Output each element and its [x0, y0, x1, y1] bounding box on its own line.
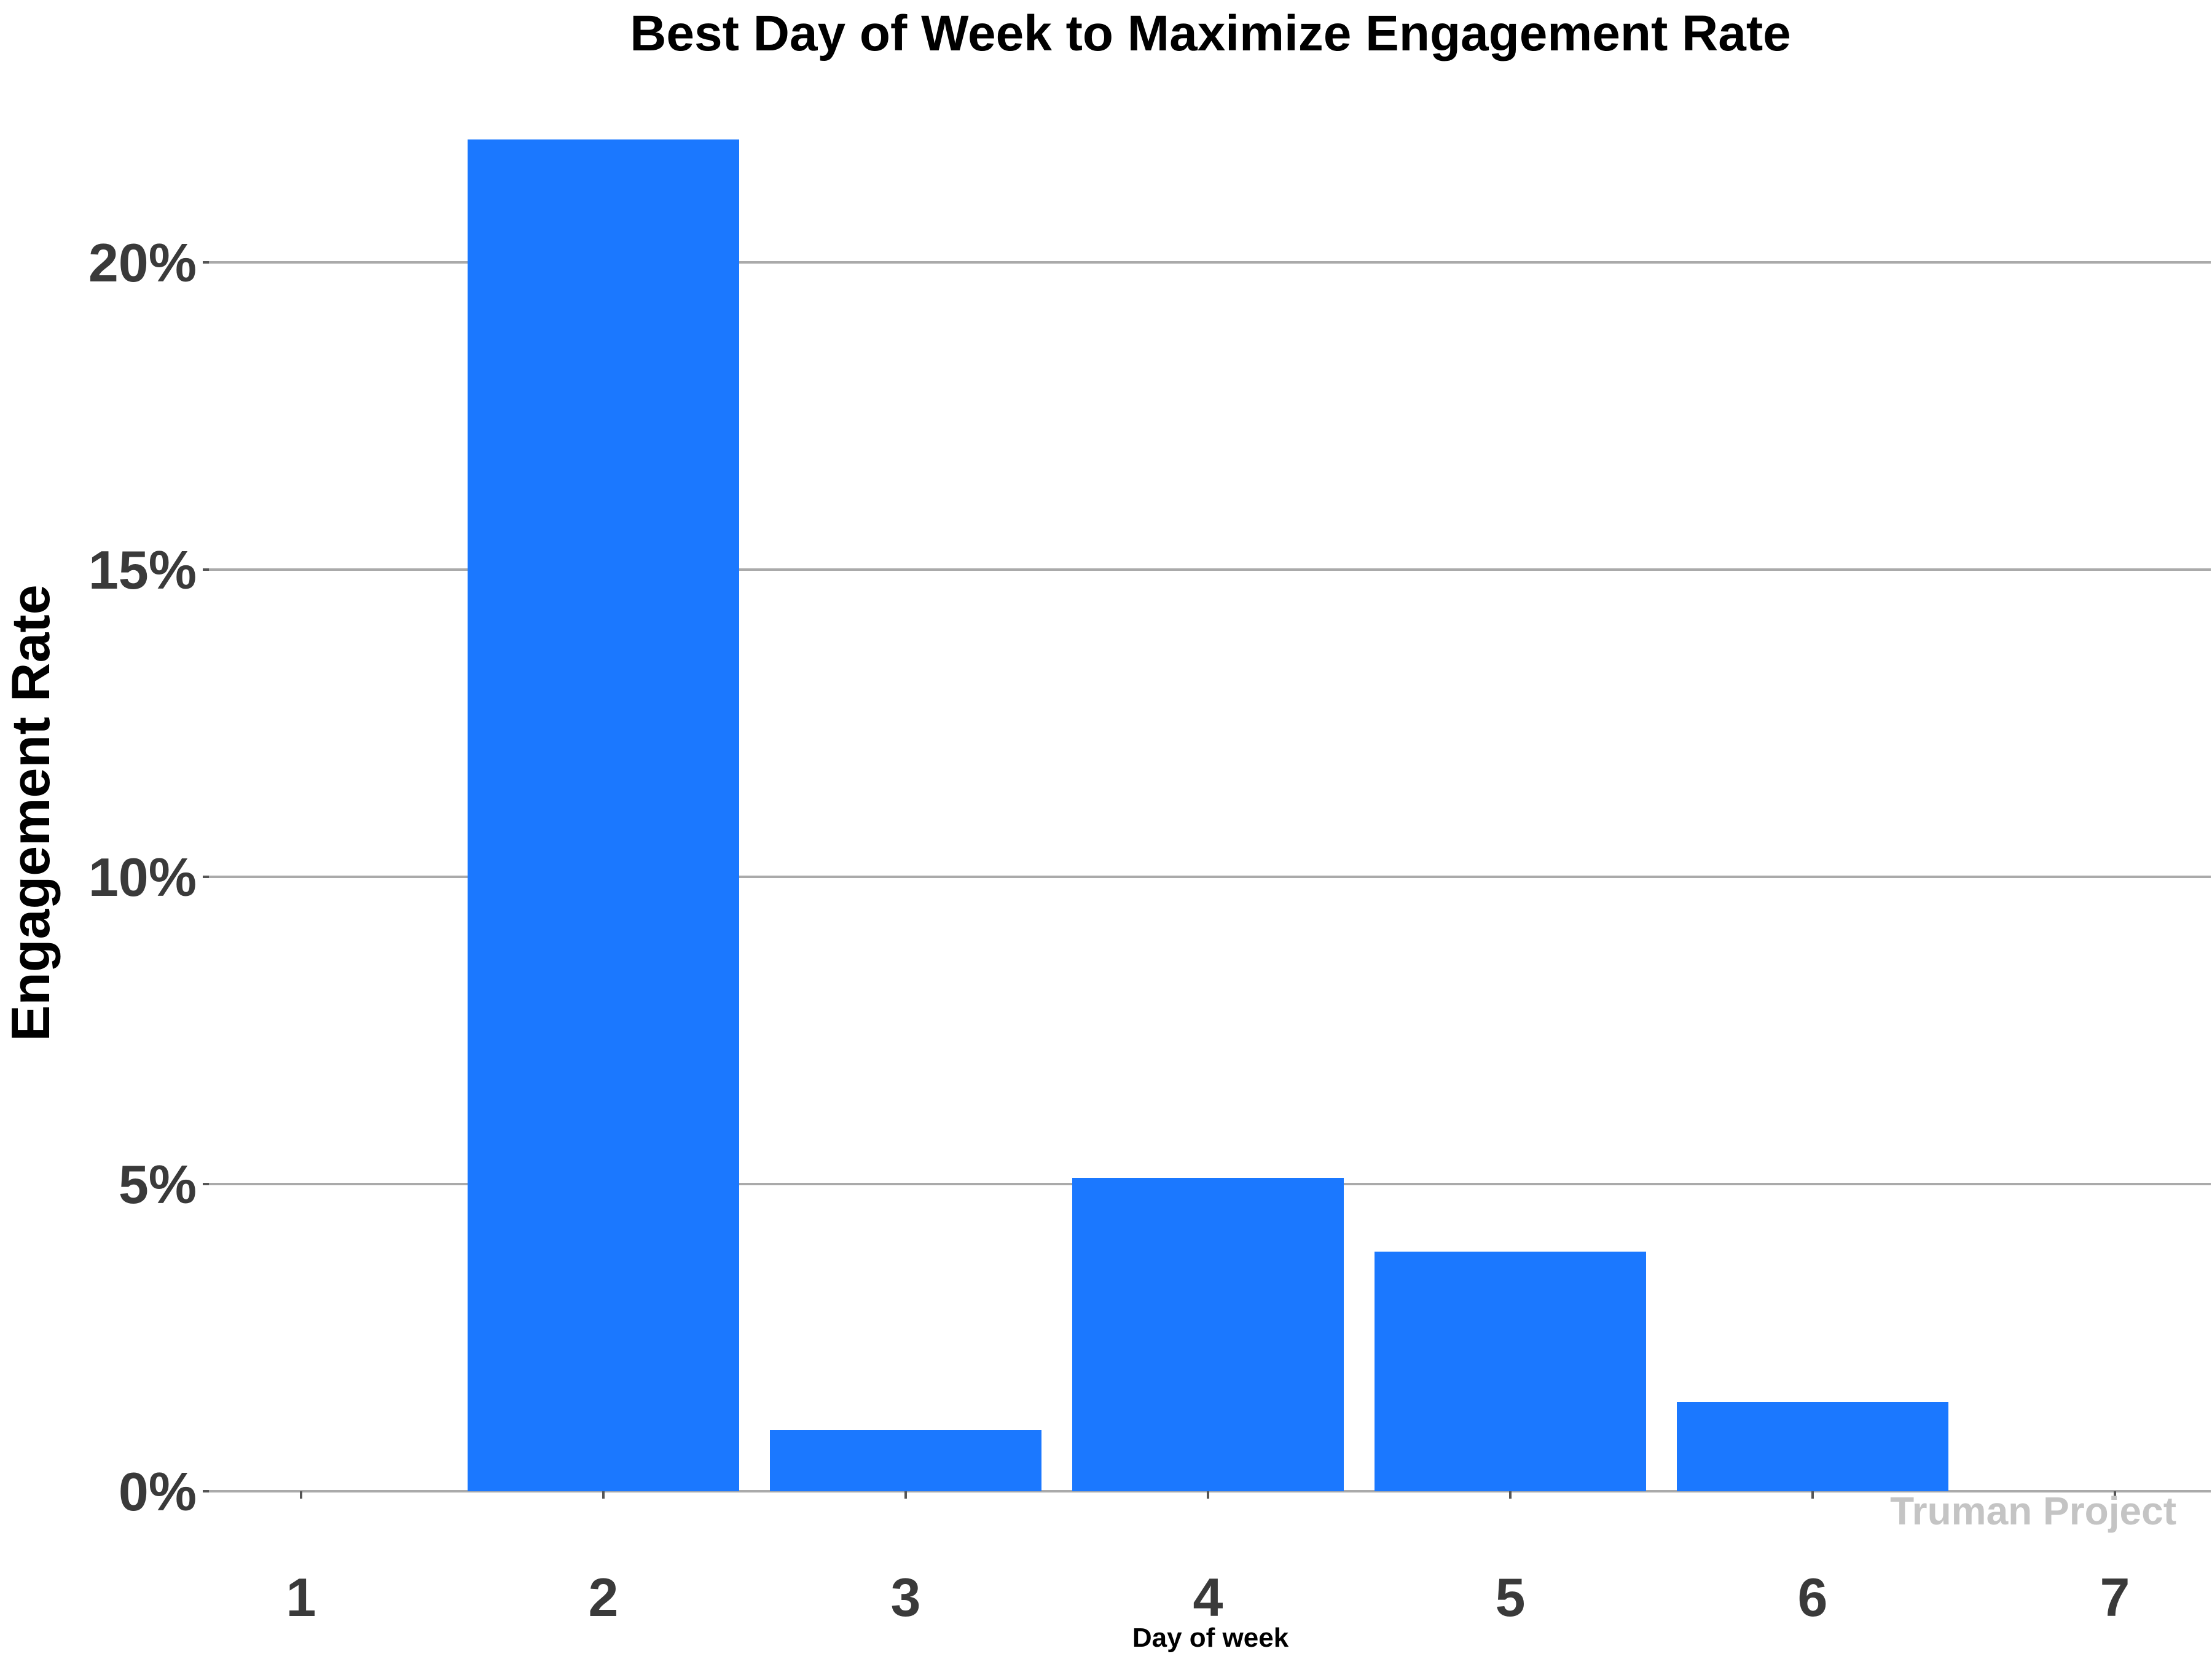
x-axis-ticks: 1 2 3 4 5 6 7	[286, 1491, 2130, 1628]
y-axis-label: Engagement Rate	[0, 584, 61, 1041]
bars	[468, 139, 1948, 1491]
y-tick-label: 0%	[119, 1461, 197, 1522]
bar-day-5	[1375, 1252, 1646, 1491]
y-tick-label: 20%	[88, 232, 197, 293]
x-tick-label: 1	[286, 1567, 316, 1628]
x-tick-label: 3	[891, 1567, 921, 1628]
bar-day-4	[1072, 1178, 1344, 1491]
bar-day-6	[1677, 1402, 1948, 1491]
x-tick-label: 4	[1193, 1567, 1223, 1628]
watermark: Truman Project	[1890, 1489, 2176, 1533]
y-axis-ticks: 0% 5% 10% 15% 20%	[88, 232, 209, 1522]
x-tick-label: 2	[589, 1567, 619, 1628]
x-tick-label: 6	[1798, 1567, 1828, 1628]
bar-day-2	[468, 139, 739, 1491]
x-axis-label: Day of week	[1132, 1623, 1289, 1653]
y-tick-label: 10%	[88, 847, 197, 908]
bar-day-3	[770, 1430, 1041, 1491]
chart-title: Best Day of Week to Maximize Engagement …	[630, 6, 1791, 61]
y-tick-label: 15%	[88, 539, 197, 600]
x-tick-label: 7	[2100, 1567, 2130, 1628]
y-tick-label: 5%	[119, 1154, 197, 1215]
x-tick-label: 5	[1496, 1567, 1526, 1628]
